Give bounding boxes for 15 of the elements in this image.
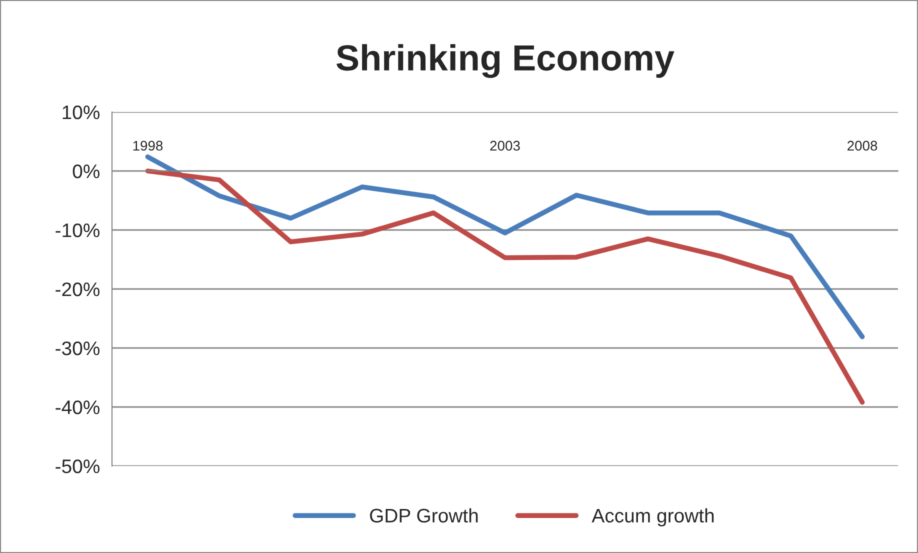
line-series	[145, 168, 865, 405]
y-tick-label: -10%	[56, 223, 100, 238]
line-series	[145, 154, 865, 340]
chart-title: Shrinking Economy	[336, 44, 674, 78]
y-tick-label: 10%	[62, 105, 100, 120]
y-tick-label: -20%	[56, 282, 100, 296]
y-tick-label: -50%	[56, 459, 100, 474]
y-tick-label: -40%	[56, 400, 100, 414]
y-tick-label: 0%	[72, 164, 100, 178]
legend-label: Accum growth	[592, 508, 714, 526]
x-tick-label: 1998	[133, 140, 163, 151]
legend-label: GDP Growth	[370, 508, 478, 523]
x-tick-label: 2003	[490, 140, 520, 151]
x-tick-label: 2008	[848, 140, 878, 151]
y-tick-label: -30%	[56, 341, 100, 356]
